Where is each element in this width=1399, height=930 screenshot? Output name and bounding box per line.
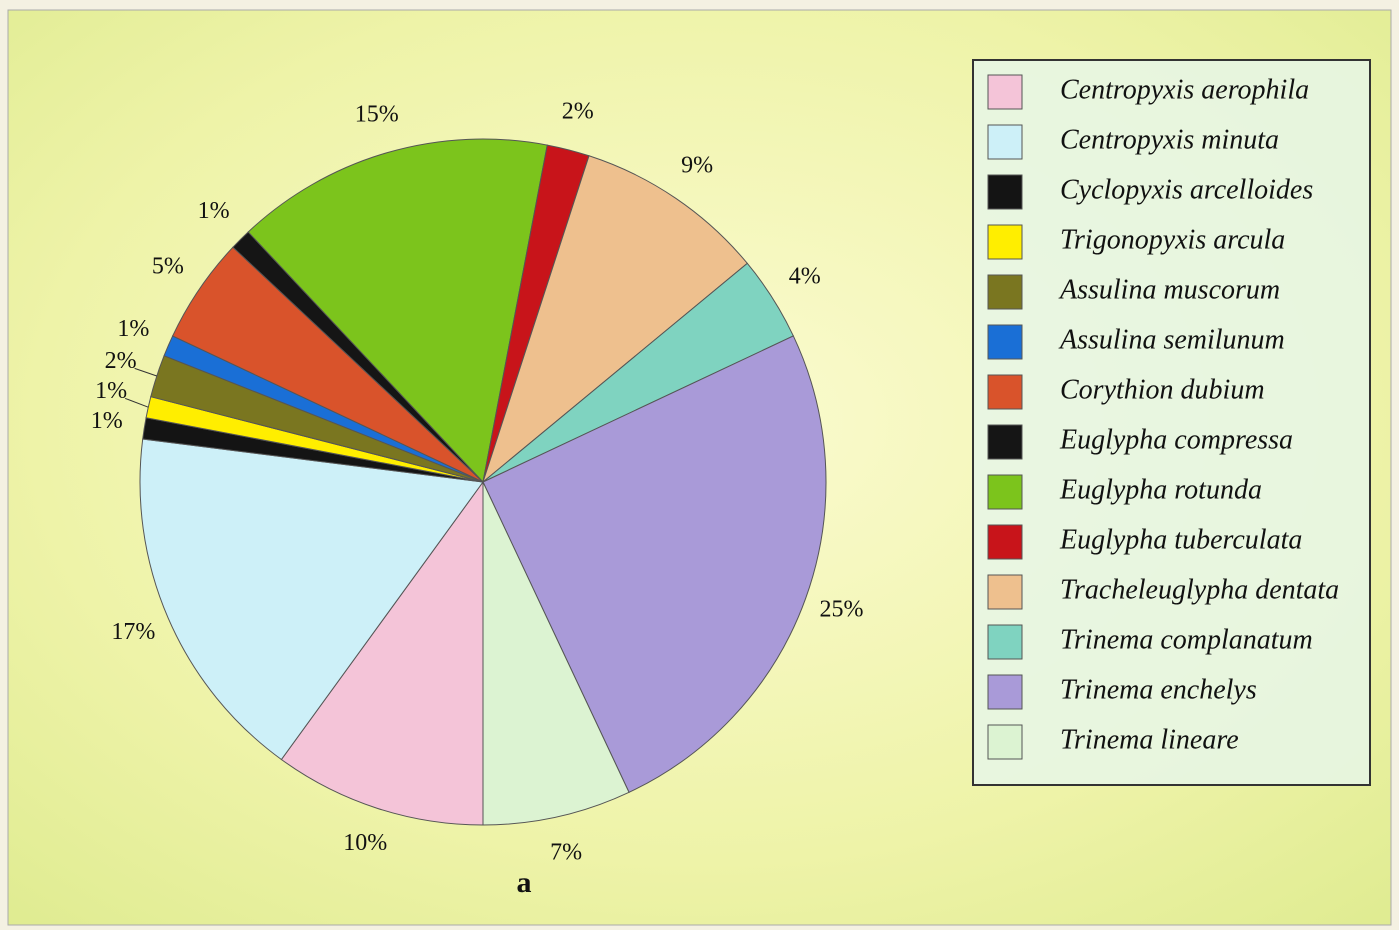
slice-label: 2% bbox=[105, 348, 137, 374]
legend-label: Trigonopyxis arcula bbox=[1060, 224, 1285, 255]
slice-label: 2% bbox=[562, 98, 594, 124]
slice-label: 1% bbox=[95, 378, 127, 404]
slice-label: 10% bbox=[343, 830, 387, 856]
slice-label: 1% bbox=[198, 198, 230, 224]
legend-label: Tracheleuglypha dentata bbox=[1060, 574, 1339, 605]
slice-label: 5% bbox=[152, 253, 184, 279]
slice-label: 1% bbox=[91, 408, 123, 434]
legend-label: Euglypha compressa bbox=[1059, 424, 1293, 455]
legend-label: Cyclopyxis arcelloides bbox=[1060, 174, 1313, 205]
slice-label: 25% bbox=[819, 597, 863, 623]
pie-slice bbox=[482, 335, 827, 794]
slice-label: 7% bbox=[550, 839, 582, 865]
legend-swatch bbox=[987, 124, 1023, 160]
legend-label: Assulina semilunum bbox=[1058, 324, 1285, 355]
leader-line bbox=[124, 397, 149, 408]
pie-slice bbox=[481, 155, 748, 484]
legend-label: Assulina muscorum bbox=[1058, 274, 1280, 305]
legend-box bbox=[972, 59, 1371, 786]
legend-swatch bbox=[987, 174, 1023, 210]
legend-label: Trinema complanatum bbox=[1060, 624, 1313, 655]
legend-label: Centropyxis aerophila bbox=[1060, 74, 1309, 105]
caption: a bbox=[517, 866, 532, 899]
legend-label: Corythion dubium bbox=[1060, 374, 1265, 405]
slice-label: 1% bbox=[117, 316, 149, 342]
legend-swatch bbox=[987, 224, 1023, 260]
slice-label: 17% bbox=[111, 619, 155, 645]
legend-label: Trinema lineare bbox=[1060, 724, 1239, 755]
legend-swatch bbox=[987, 274, 1023, 310]
pie-slice bbox=[247, 138, 548, 484]
legend-swatch bbox=[987, 424, 1023, 460]
pie-slice bbox=[139, 438, 484, 761]
leader-line bbox=[134, 367, 157, 377]
legend-swatch bbox=[987, 74, 1023, 110]
slice-label: 9% bbox=[681, 152, 713, 178]
legend-swatch bbox=[987, 524, 1023, 560]
legend-swatch bbox=[987, 674, 1023, 710]
legend-swatch bbox=[987, 574, 1023, 610]
legend-label: Trinema enchelys bbox=[1060, 674, 1257, 705]
legend-label: Euglypha rotunda bbox=[1059, 474, 1262, 505]
legend-swatch bbox=[987, 324, 1023, 360]
legend-swatch bbox=[987, 374, 1023, 410]
legend-swatch bbox=[987, 624, 1023, 660]
legend-label: Centropyxis minuta bbox=[1060, 124, 1279, 155]
legend-swatch bbox=[987, 474, 1023, 510]
pie-slice bbox=[482, 481, 630, 826]
pie-slice bbox=[280, 480, 484, 826]
legend-swatch bbox=[987, 724, 1023, 760]
slice-label: 4% bbox=[789, 263, 821, 289]
slice-label: 15% bbox=[355, 102, 399, 128]
legend-label: Euglypha tuberculata bbox=[1059, 524, 1302, 555]
